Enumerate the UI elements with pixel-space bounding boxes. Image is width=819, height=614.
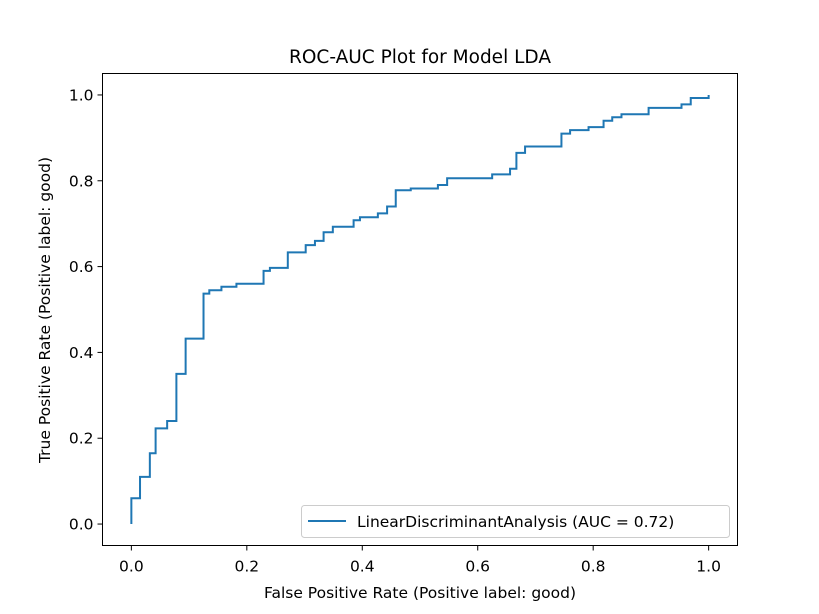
- chart-title: ROC-AUC Plot for Model LDA: [289, 47, 551, 68]
- y-tick-label: 0.4: [69, 344, 94, 362]
- y-tick-label: 0.8: [69, 172, 94, 190]
- y-tick-label: 1.0: [69, 86, 94, 104]
- axes-frame: [102, 73, 738, 546]
- x-tick-label: 0.2: [234, 558, 259, 576]
- x-tick-label: 0.4: [350, 558, 375, 576]
- x-axis-label: False Positive Rate (Positive label: goo…: [264, 584, 576, 602]
- y-tick-label: 0.2: [69, 430, 94, 448]
- x-tick-label: 0.0: [119, 558, 144, 576]
- legend-label: LinearDiscriminantAnalysis (AUC = 0.72): [357, 513, 674, 531]
- y-axis: 0.0 0.2 0.4 0.6 0.8 1.0: [69, 86, 103, 534]
- x-tick-label: 0.6: [465, 558, 490, 576]
- y-axis-label: True Positive Rate (Positive label: good…: [36, 157, 54, 464]
- y-tick-label: 0.0: [69, 516, 94, 534]
- legend-box: [301, 505, 730, 538]
- x-axis: 0.0 0.2 0.4 0.6 0.8 1.0: [119, 545, 721, 576]
- roc-curve-line: [130, 94, 710, 525]
- plot-area: [130, 94, 710, 525]
- x-tick-label: 0.8: [581, 558, 606, 576]
- legend: LinearDiscriminantAnalysis (AUC = 0.72): [301, 505, 730, 538]
- x-tick-label: 1.0: [696, 558, 721, 576]
- y-tick-label: 0.6: [69, 258, 94, 276]
